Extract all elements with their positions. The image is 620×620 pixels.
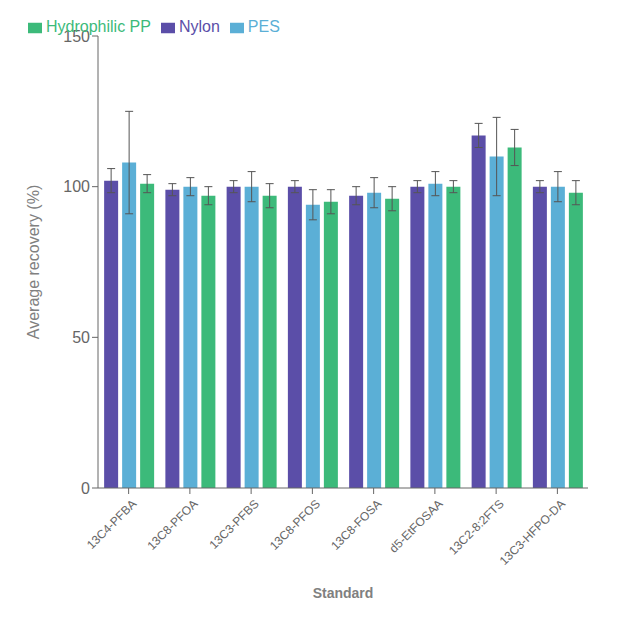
svg-text:Average recovery (%): Average recovery (%): [25, 185, 42, 339]
svg-text:13C4-PFBA: 13C4-PFBA: [84, 497, 139, 552]
svg-text:13C2-8:2FTS: 13C2-8:2FTS: [446, 497, 507, 558]
svg-text:13C3-HFPO-DA: 13C3-HFPO-DA: [497, 497, 568, 568]
svg-text:13C8-PFOS: 13C8-PFOS: [267, 497, 323, 553]
svg-text:13C3-PFBS: 13C3-PFBS: [207, 497, 262, 552]
svg-text:d5-EtFOSAA: d5-EtFOSAA: [387, 497, 446, 556]
svg-text:150: 150: [63, 28, 90, 45]
svg-text:13C8-FOSA: 13C8-FOSA: [328, 497, 384, 553]
svg-text:100: 100: [63, 178, 90, 195]
svg-text:Standard: Standard: [313, 585, 374, 601]
svg-text:50: 50: [72, 329, 90, 346]
svg-text:13C8-PFOA: 13C8-PFOA: [144, 497, 200, 553]
svg-text:0: 0: [81, 480, 90, 497]
